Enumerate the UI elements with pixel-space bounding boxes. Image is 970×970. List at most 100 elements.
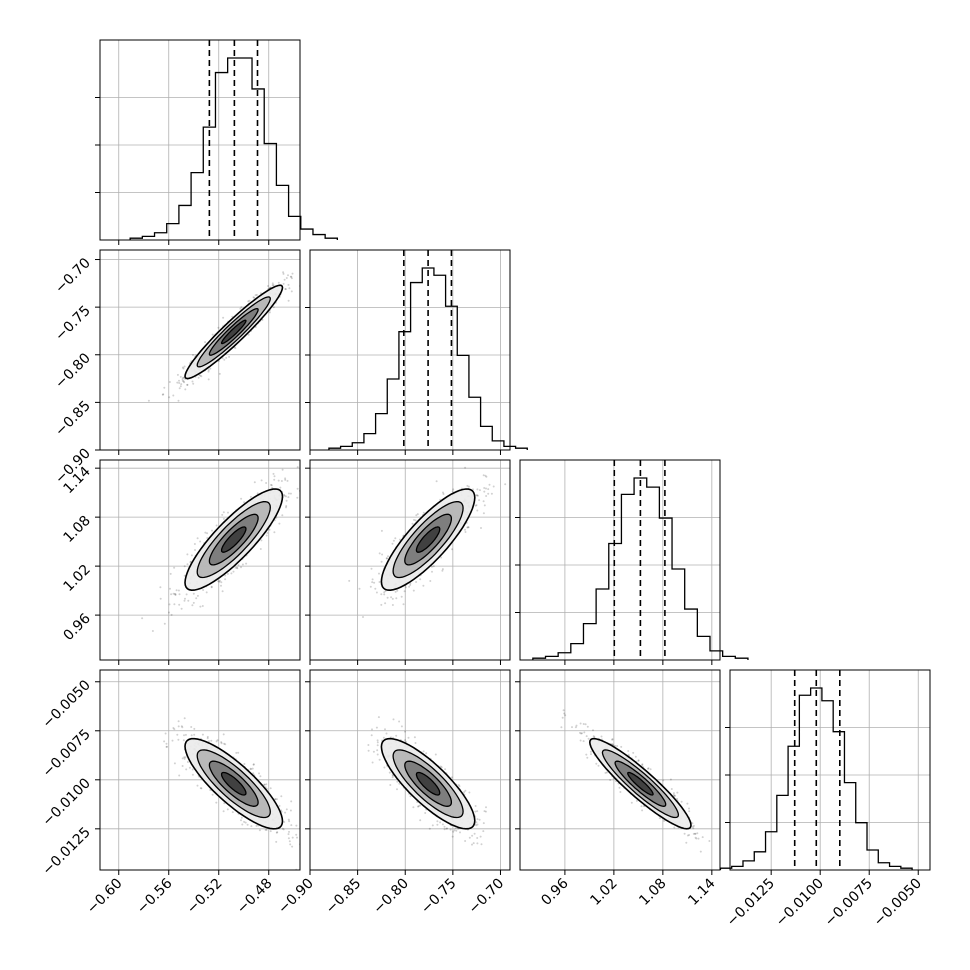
sample-point bbox=[141, 617, 144, 620]
sample-point bbox=[480, 527, 482, 529]
sample-point bbox=[195, 597, 198, 600]
sample-point bbox=[382, 736, 385, 739]
sample-point bbox=[290, 275, 293, 278]
sample-point bbox=[284, 288, 287, 291]
sample-point bbox=[377, 716, 380, 719]
sample-point bbox=[480, 843, 483, 846]
sample-point bbox=[182, 376, 184, 379]
sample-point bbox=[268, 528, 271, 531]
sample-point bbox=[282, 272, 285, 275]
sample-point bbox=[443, 825, 446, 828]
sample-point bbox=[230, 572, 233, 575]
sample-point bbox=[223, 802, 226, 805]
sample-point bbox=[436, 820, 439, 823]
sample-point bbox=[454, 827, 457, 830]
sample-point bbox=[180, 725, 183, 728]
sample-point bbox=[168, 611, 170, 614]
sample-point bbox=[243, 763, 246, 765]
sample-point bbox=[190, 734, 193, 737]
sample-point bbox=[192, 592, 195, 595]
sample-point bbox=[290, 800, 293, 803]
sample-point bbox=[376, 744, 379, 747]
sample-point bbox=[404, 730, 406, 733]
sample-point bbox=[211, 529, 213, 532]
scatter-panel-3-2 bbox=[519, 669, 721, 871]
sample-point bbox=[374, 587, 377, 590]
sample-point bbox=[220, 581, 223, 584]
sample-point bbox=[207, 370, 210, 373]
sample-point bbox=[258, 829, 261, 832]
sample-point bbox=[434, 753, 437, 756]
sample-point bbox=[467, 526, 470, 529]
sample-point bbox=[178, 382, 181, 384]
sample-point bbox=[224, 578, 227, 581]
sample-point bbox=[221, 513, 224, 516]
sample-point bbox=[385, 732, 388, 735]
sample-point bbox=[172, 727, 175, 729]
sample-point bbox=[253, 296, 256, 299]
sample-point bbox=[273, 478, 276, 481]
sample-point bbox=[467, 526, 470, 529]
sample-point bbox=[387, 555, 389, 558]
sample-point bbox=[173, 603, 176, 606]
sample-point bbox=[236, 567, 239, 570]
sample-point bbox=[183, 734, 185, 737]
sample-point bbox=[200, 787, 203, 790]
sample-point bbox=[199, 787, 202, 790]
sample-point bbox=[227, 511, 229, 514]
sample-point bbox=[196, 537, 199, 540]
sample-point bbox=[632, 751, 635, 754]
sample-point bbox=[199, 374, 202, 377]
sample-point bbox=[375, 726, 378, 729]
sample-point bbox=[412, 806, 415, 809]
sample-point bbox=[441, 569, 444, 572]
sample-point bbox=[485, 475, 488, 478]
sample-point bbox=[181, 378, 184, 381]
sample-point bbox=[206, 532, 209, 535]
sample-point bbox=[296, 496, 299, 499]
sample-point bbox=[289, 809, 292, 812]
sample-point bbox=[163, 622, 166, 625]
sample-point bbox=[191, 604, 194, 607]
sample-point bbox=[235, 566, 238, 569]
sample-point bbox=[240, 306, 243, 309]
sample-point bbox=[265, 828, 268, 831]
sample-point bbox=[407, 736, 410, 739]
sample-point bbox=[482, 830, 485, 833]
sample-point bbox=[487, 492, 490, 495]
sample-point bbox=[159, 597, 162, 600]
sample-point bbox=[234, 347, 237, 350]
panel-content bbox=[348, 466, 507, 618]
sample-point bbox=[226, 808, 229, 811]
sample-point bbox=[413, 518, 415, 521]
sample-point bbox=[449, 828, 452, 831]
sample-point bbox=[574, 726, 577, 729]
scatter-panel-2-1 bbox=[309, 459, 511, 661]
sample-point bbox=[414, 742, 417, 744]
sample-point bbox=[478, 818, 481, 821]
sample-point bbox=[672, 792, 675, 795]
sample-point bbox=[277, 281, 280, 284]
sample-point bbox=[231, 811, 234, 814]
sample-point bbox=[189, 561, 192, 564]
sample-point bbox=[413, 736, 416, 739]
sample-point bbox=[265, 783, 268, 786]
sample-point bbox=[370, 567, 373, 570]
sample-point bbox=[284, 477, 287, 480]
sample-point bbox=[287, 833, 290, 836]
sample-point bbox=[369, 585, 372, 588]
sample-point bbox=[226, 572, 229, 575]
sample-point bbox=[181, 366, 184, 369]
sample-point bbox=[178, 774, 181, 777]
sample-point bbox=[637, 759, 640, 762]
sample-point bbox=[222, 810, 225, 813]
sample-point bbox=[383, 766, 386, 769]
sample-point bbox=[288, 820, 291, 823]
sample-point bbox=[504, 483, 507, 486]
sample-point bbox=[185, 768, 188, 771]
sample-point bbox=[199, 540, 202, 543]
sample-point bbox=[281, 827, 284, 830]
sample-point bbox=[209, 367, 212, 370]
sample-point bbox=[484, 810, 487, 813]
axes-frame bbox=[99, 669, 301, 871]
